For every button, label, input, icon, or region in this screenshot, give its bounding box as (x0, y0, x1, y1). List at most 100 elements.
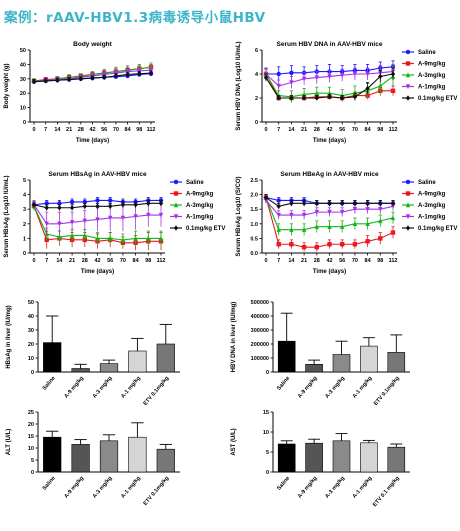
data-point (301, 95, 307, 101)
data-point (125, 69, 130, 75)
x-tick-label: 14 (288, 127, 295, 133)
category-label: Saline (42, 375, 57, 391)
bar (99, 363, 119, 373)
y-tick-label: 10 (28, 446, 34, 452)
data-point (102, 74, 107, 80)
data-point (57, 205, 62, 211)
data-point (301, 212, 307, 218)
data-point (390, 204, 396, 209)
category-label: Saline (42, 475, 57, 491)
data-point (133, 214, 138, 220)
data-point (314, 75, 319, 81)
x-tick-label: 98 (377, 258, 383, 264)
x-tick-label: 112 (147, 127, 156, 133)
data-point (158, 200, 164, 206)
legend-label: Saline (418, 50, 436, 56)
data-point (158, 235, 164, 241)
data-point (314, 224, 319, 229)
y-tick-label: 100000 (251, 356, 269, 362)
legend-marker (173, 214, 179, 220)
data-point (301, 200, 307, 206)
x-tick-label: 0 (32, 127, 35, 133)
data-point (31, 79, 37, 85)
y-tick-label: 1.0 (250, 222, 258, 228)
x-axis-label: Time (days) (313, 269, 346, 275)
legend-marker (405, 49, 411, 55)
data-point (66, 76, 72, 83)
data-point (378, 200, 383, 206)
x-tick-label: 84 (365, 258, 372, 264)
data-point (314, 95, 319, 101)
y-tick-label: 6 (255, 48, 258, 54)
legend-marker (405, 202, 411, 208)
data-point (327, 200, 332, 206)
chart-serum-hbeag: Serum HBeAg in AAV-HBV mice 0.0 0.5 1.0 1.5 2… (236, 171, 457, 275)
data-point (102, 72, 107, 78)
data-point (263, 194, 269, 201)
y-axis-label: Serum HBV DNA (Log10 IU/mL) (236, 41, 242, 130)
legend-marker (405, 72, 411, 78)
data-point (378, 236, 383, 241)
data-point (276, 212, 281, 218)
data-point (146, 200, 151, 206)
x-tick-label: 70 (113, 127, 119, 133)
series-a-9mg-kg (263, 194, 396, 252)
data-point (55, 77, 60, 83)
x-tick-label: 56 (101, 127, 107, 133)
x-tick-label: 28 (82, 258, 88, 264)
series-a-1mg-kg (31, 200, 164, 236)
y-tick-label: 50 (20, 48, 26, 54)
page-heading: 案例：rAAV-HBV1.3病毒诱导小鼠HBV (4, 10, 266, 26)
y-tick-label: 0 (23, 251, 26, 257)
y-axis-label: HBsAg in liver (IU/mg) (6, 305, 12, 368)
y-tick-label: 200000 (251, 342, 269, 348)
bar (156, 343, 175, 373)
legend-label: A-3mg/kg (418, 73, 446, 79)
data-point (276, 227, 281, 232)
y-axis-label: Serum HBsAg (Log10 IU/mL) (4, 175, 10, 257)
chart-title: Serum HBV DNA in AAV-HBV mice (277, 41, 383, 48)
y-tick-label: 50 (28, 300, 34, 306)
category-label: Saline (276, 475, 291, 491)
x-tick-label: 42 (326, 127, 332, 133)
data-point (378, 73, 383, 79)
legend-entry: Saline (402, 49, 436, 56)
y-tick-label: 5 (31, 458, 34, 464)
data-point (90, 75, 95, 81)
data-point (108, 203, 113, 209)
category-label: A-1 mg/kg (352, 475, 374, 499)
legend-entry: A-3mg/kg (402, 72, 446, 79)
y-axis-label: Body weight (g) (4, 64, 10, 109)
y-tick-label: 500000 (251, 300, 269, 306)
y-tick-label: 400000 (251, 314, 269, 320)
legend-label: A-1mg/kg (186, 215, 214, 221)
data-point (314, 209, 319, 215)
data-point (276, 242, 281, 247)
x-tick-label: 98 (377, 127, 383, 133)
category-label: A-3 mg/kg (324, 375, 346, 399)
data-point (378, 207, 383, 212)
data-point (352, 94, 358, 100)
x-tick-label: 21 (301, 258, 307, 264)
category-label: A-3 mg/kg (324, 475, 346, 499)
legend-marker (405, 61, 411, 66)
data-point (289, 227, 294, 232)
bar (387, 446, 406, 473)
legend-marker (405, 84, 411, 90)
chart-liver-hbv-dna: 0 100000 200000 300000 400000 500000 HBV DNA i… (231, 300, 410, 407)
legend-label: A-1mg/kg (418, 85, 446, 91)
legend-entry: A-1mg/kg (170, 214, 214, 221)
y-tick-label: 1.5 (250, 207, 258, 213)
legend-entry: 0.1mg/kg ETV (402, 225, 457, 232)
x-tick-label: 98 (136, 127, 142, 133)
data-point (108, 198, 113, 203)
y-tick-label: 4 (255, 72, 259, 78)
x-tick-label: 0 (264, 258, 267, 264)
series-0-1mg-kg-etv (263, 67, 396, 101)
data-point (263, 75, 269, 81)
data-point (289, 70, 294, 75)
x-axis-label: Time (days) (76, 138, 109, 144)
legend-marker (173, 225, 179, 231)
data-point (95, 217, 100, 223)
x-tick-label: 42 (89, 127, 95, 133)
